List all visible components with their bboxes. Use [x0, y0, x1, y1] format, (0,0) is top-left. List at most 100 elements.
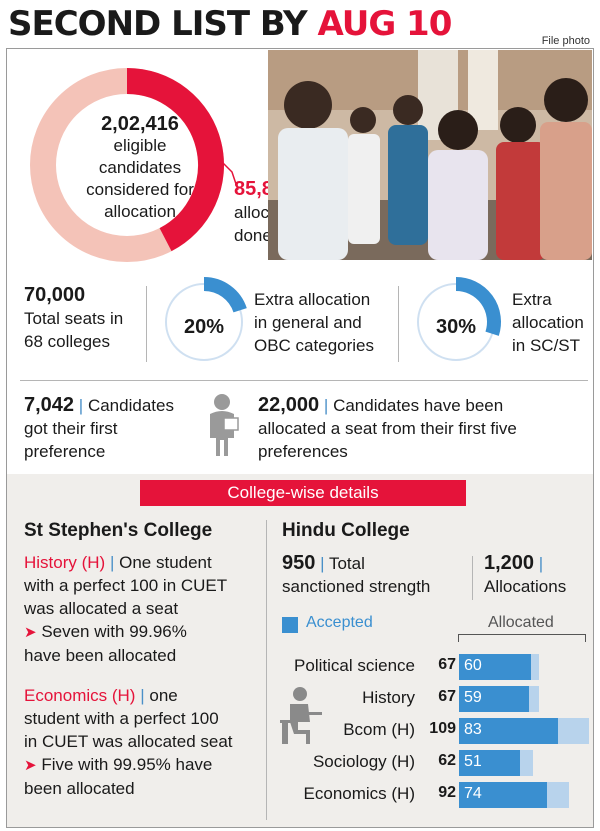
- bar-row: Sociology (H) 62 51: [270, 750, 590, 778]
- bar-accepted-label: 60: [464, 657, 482, 674]
- total-seats-number: 70,000: [24, 284, 86, 306]
- bar-accepted: [459, 686, 530, 712]
- donut-pointer-line: [209, 149, 239, 191]
- legend-accepted: Accepted: [306, 614, 373, 631]
- econ-line: one: [149, 686, 178, 705]
- photo-credit: File photo: [541, 35, 590, 47]
- bar-category-label: Economics (H): [303, 784, 415, 803]
- bar-row: Bcom (H) 109 83: [270, 718, 590, 746]
- eligible-line: eligible: [113, 136, 167, 155]
- separator: |: [320, 554, 325, 573]
- first-five-preferences: 22,000 | Candidates have been allocated …: [258, 394, 517, 463]
- divider: [146, 286, 147, 362]
- bar-row: Political science 67 60: [270, 654, 590, 682]
- scst-ring-arc: [455, 277, 501, 336]
- history-bullet: have been allocated: [24, 646, 177, 665]
- scst-ring: [417, 277, 501, 361]
- separator: |: [109, 553, 115, 572]
- first-five-line: Candidates have been: [333, 396, 504, 415]
- econ-line: in CUET was allocated seat: [24, 732, 233, 751]
- general-line: in general and: [254, 313, 362, 332]
- eligible-text: 2,02,416 eligible candidates considered …: [74, 113, 206, 223]
- donut-allocated-arc: [126, 68, 224, 252]
- page-title: SECOND LIST BY AUG 10: [8, 4, 452, 44]
- general-line: OBC categories: [254, 336, 374, 355]
- bar-accepted-label: 51: [464, 753, 482, 770]
- bar-allocated-label: 67: [438, 688, 456, 705]
- title-main: SECOND LIST BY: [8, 4, 308, 44]
- first-pref-line: got their first: [24, 419, 118, 438]
- general-ring: [165, 277, 247, 361]
- divider: [398, 286, 399, 362]
- bar-row: History 67 59: [270, 686, 590, 714]
- first-five-number: 22,000: [258, 394, 320, 416]
- bar-allocated-label: 62: [438, 752, 456, 769]
- allocated-bracket: [458, 634, 586, 642]
- bar-category-label: Sociology (H): [312, 752, 415, 771]
- bar-allocated-label: 92: [438, 784, 456, 801]
- divider: [472, 556, 473, 600]
- bar-allocated-label: 67: [438, 656, 456, 673]
- first-pref-number: 7,042: [24, 394, 75, 416]
- history-line: with a perfect 100 in CUET: [24, 576, 228, 595]
- bar-allocated-label: 109: [429, 720, 456, 737]
- history-line: One student: [119, 553, 212, 572]
- hindu-alloc-number: 1,200: [484, 552, 535, 574]
- econ-bullet: Five with 99.95% have: [41, 755, 213, 774]
- college-wise-banner: College-wise details: [140, 480, 466, 506]
- bar-accepted: [459, 718, 558, 744]
- hindu-alloc-label: Allocations: [484, 577, 567, 596]
- stephens-economics: Economics (H) | one student with a perfe…: [24, 684, 233, 800]
- bar-category-label: Political science: [294, 656, 415, 675]
- first-preference: 7,042 | Candidates got their first prefe…: [24, 394, 174, 463]
- bar-accepted: [459, 750, 520, 776]
- eligible-line: considered for: [86, 180, 194, 199]
- eligible-number: 2,02,416: [101, 113, 179, 135]
- first-five-line: preferences: [258, 442, 348, 461]
- separator: |: [538, 554, 544, 573]
- students-photo: [268, 50, 592, 260]
- legend-accepted-swatch: [282, 617, 298, 633]
- history-bullet: Seven with 99.96%: [41, 622, 187, 641]
- bar-category-label: Bcom (H): [343, 720, 415, 739]
- bar-accepted-label: 59: [464, 689, 482, 706]
- bar-row: Economics (H) 92 74: [270, 782, 590, 810]
- first-pref-line: preference: [24, 442, 106, 461]
- total-seats: 70,000 Total seats in 68 colleges: [24, 284, 123, 353]
- seated-student-icon: [280, 687, 322, 744]
- stephens-history: History (H) | One student with a perfect…: [24, 551, 227, 667]
- first-pref-line: Candidates: [87, 396, 174, 415]
- divider: [266, 520, 267, 820]
- divider: [20, 380, 588, 381]
- general-pct: 20%: [183, 316, 225, 338]
- hindu-heading: Hindu College: [282, 520, 410, 541]
- hindu-allocations: 1,200 | Allocations: [484, 552, 566, 598]
- eligible-donut: 2,02,416 eligible candidates considered …: [24, 68, 256, 262]
- eligible-line: candidates: [98, 158, 182, 177]
- strength-line: Total: [328, 554, 365, 573]
- strength-line: sanctioned strength: [282, 577, 431, 596]
- student-icon: [210, 394, 239, 456]
- bar-accepted-label: 74: [464, 785, 482, 802]
- bar-category-label: History: [362, 688, 415, 707]
- title-date: AUG 10: [317, 4, 452, 44]
- bar-accepted-label: 83: [464, 721, 482, 738]
- scst-line: Extra: [512, 290, 552, 309]
- allocations-line: done: [234, 226, 272, 245]
- first-five-line: allocated a seat from their first five: [258, 419, 517, 438]
- donut-chart: [30, 68, 239, 262]
- students-illustration: [268, 50, 592, 260]
- bar-accepted: [459, 782, 548, 808]
- econ-bullet: been allocated: [24, 779, 135, 798]
- general-ring-arc: [203, 277, 247, 313]
- legend-allocated: Allocated: [488, 614, 554, 631]
- hindu-strength: 950 | Total sanctioned strength: [282, 552, 430, 598]
- arrow-icon: ➤: [24, 757, 37, 774]
- bar-accepted: [459, 654, 531, 680]
- scst-line: allocation: [512, 313, 584, 332]
- eligible-line: allocation: [104, 202, 176, 221]
- separator: |: [140, 686, 145, 705]
- general-line: Extra allocation: [254, 290, 371, 309]
- total-seats-line: Total seats in: [24, 309, 124, 328]
- history-label: History (H): [24, 553, 106, 572]
